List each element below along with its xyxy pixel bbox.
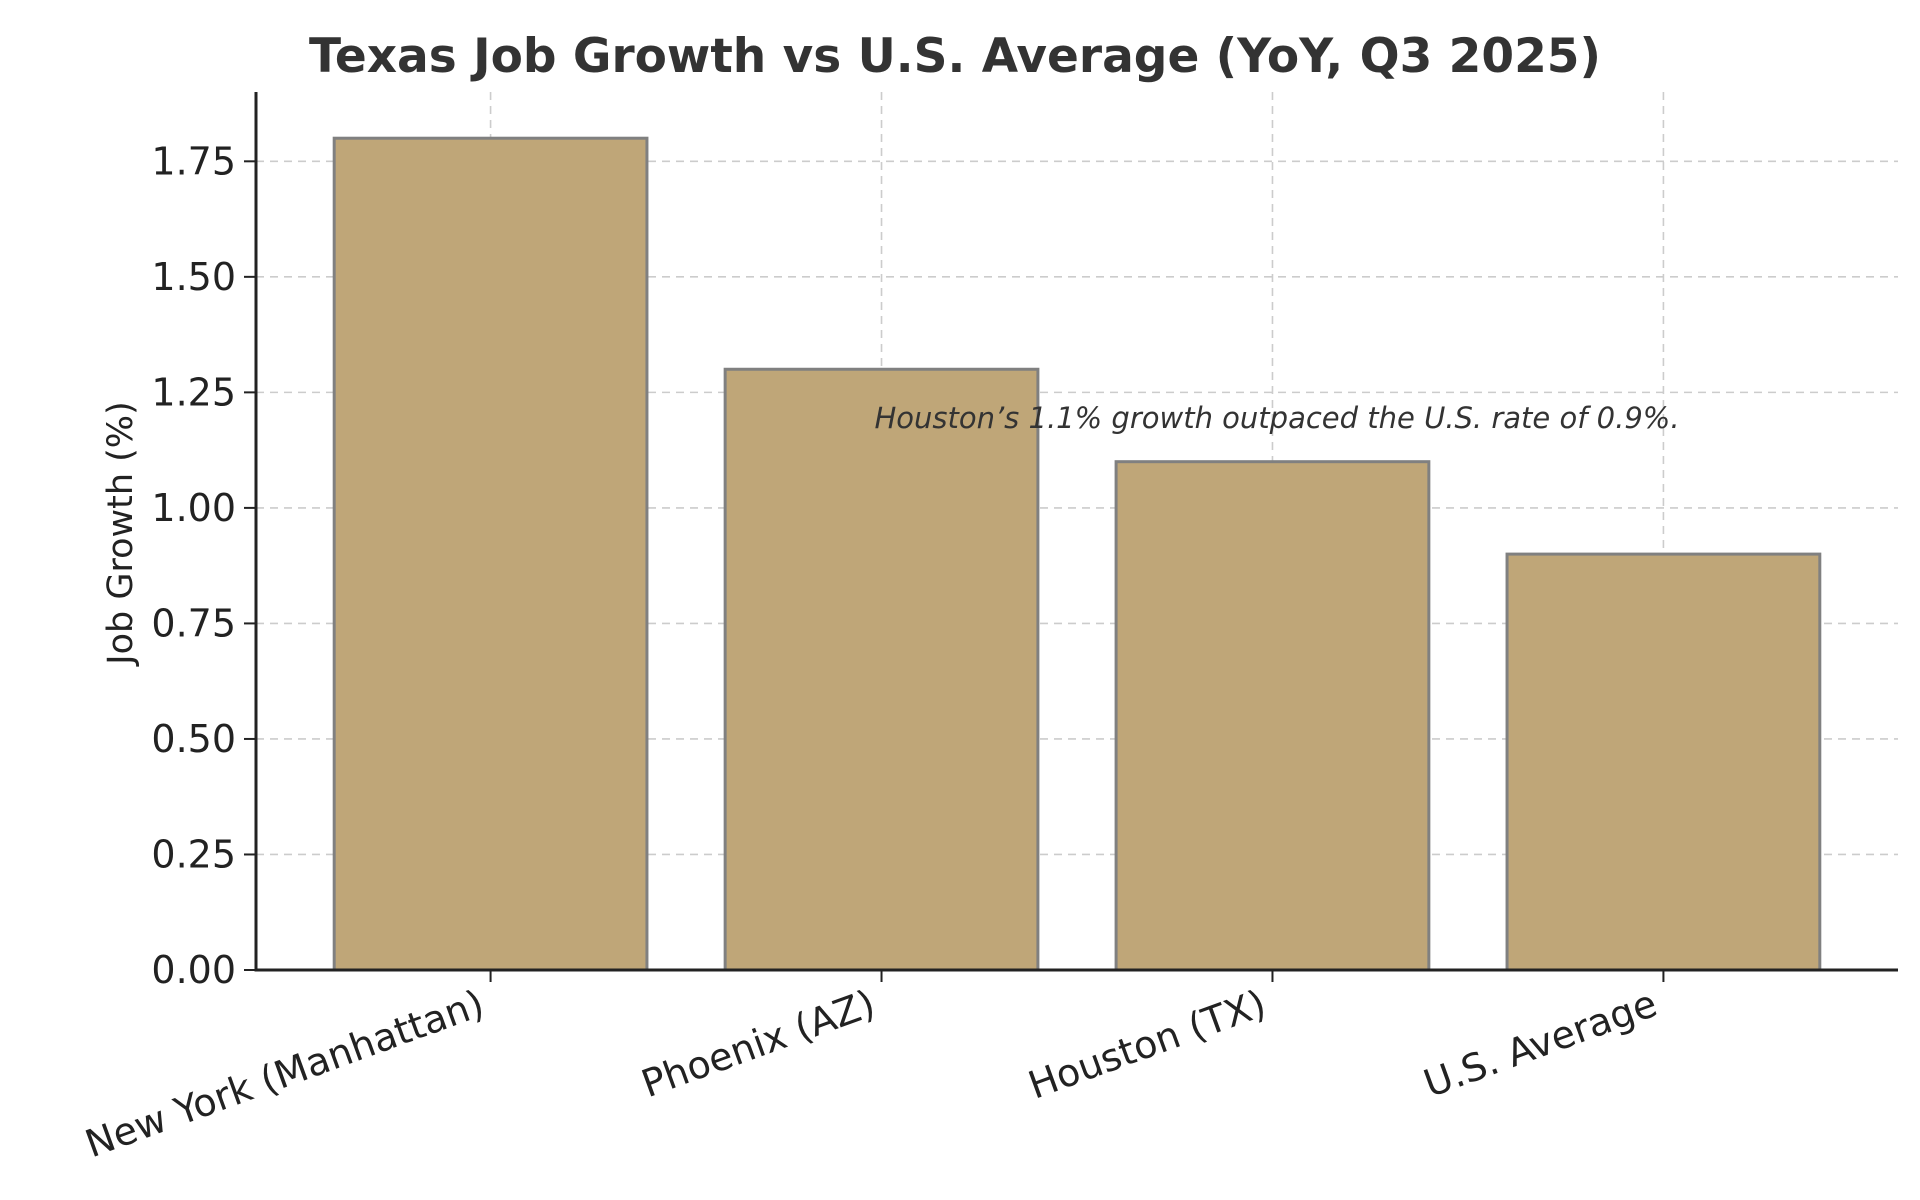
chart-annotation: Houston’s 1.1% growth outpaced the U.S. … bbox=[874, 401, 1679, 435]
y-axis-label: Job Growth (%) bbox=[101, 401, 141, 666]
y-tick-label: 1.50 bbox=[151, 255, 236, 299]
bar bbox=[723, 367, 1040, 972]
x-tick-label: New York (Manhattan) bbox=[80, 981, 490, 1166]
bar bbox=[1114, 460, 1431, 972]
y-axis-ticks: 0.00 0.25 0.50 0.75 1.00 1.25 1.50 1.75 bbox=[151, 139, 256, 992]
chart-title: Texas Job Growth vs U.S. Average (YoY, Q… bbox=[309, 29, 1601, 84]
y-tick-label: 0.75 bbox=[151, 601, 236, 645]
y-tick-label: 0.00 bbox=[151, 948, 236, 992]
x-tick-label: Houston (TX) bbox=[1023, 981, 1272, 1107]
y-tick-label: 1.75 bbox=[151, 139, 236, 183]
annotation-layer: Houston’s 1.1% growth outpaced the U.S. … bbox=[874, 401, 1679, 435]
x-tick-label: Phoenix (AZ) bbox=[636, 981, 881, 1106]
bars bbox=[332, 136, 1822, 972]
x-tick-label: U.S. Average bbox=[1418, 981, 1663, 1106]
y-tick-label: 1.25 bbox=[151, 370, 236, 414]
bar bbox=[1505, 552, 1822, 972]
y-tick-label: 0.50 bbox=[151, 717, 236, 761]
y-tick-label: 1.00 bbox=[151, 486, 236, 530]
x-axis-ticks: New York (Manhattan) Phoenix (AZ) Houston … bbox=[80, 970, 1665, 1166]
y-tick-label: 0.25 bbox=[151, 832, 236, 876]
axes bbox=[254, 92, 1898, 972]
bar bbox=[332, 136, 649, 972]
